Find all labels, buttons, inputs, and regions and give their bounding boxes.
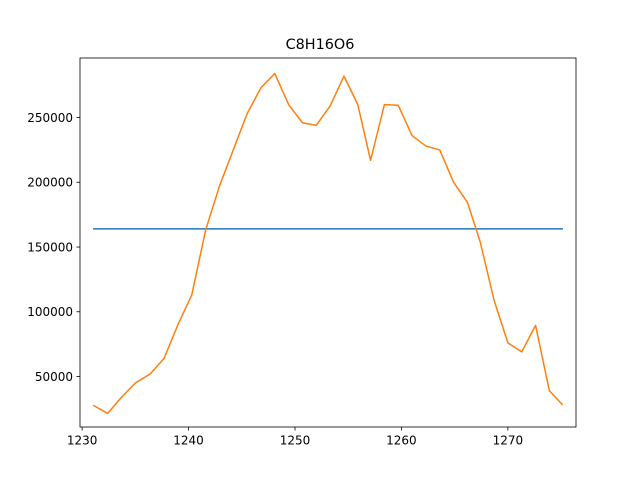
- y-tick-label: 250000: [27, 111, 73, 125]
- x-tick-label: 1230: [67, 434, 98, 448]
- series-line-2: [92, 72, 564, 415]
- y-tick-label: 100000: [27, 305, 73, 319]
- y-tick-label: 50000: [35, 370, 73, 384]
- chart-title: C8H16O6: [286, 37, 355, 53]
- x-tick-label: 1240: [173, 434, 204, 448]
- y-tick-label: 150000: [27, 240, 73, 254]
- x-tick-label: 1260: [386, 434, 417, 448]
- plot-frame: [79, 57, 577, 428]
- axes-layer: 1230 1240 1250 1260 1270 50000 100000 150000 200…: [27, 57, 577, 448]
- x-tick-label: 1250: [280, 434, 311, 448]
- x-tick-label: 1270: [493, 434, 524, 448]
- series-layer: [92, 72, 564, 415]
- y-tick-label: 200000: [27, 176, 73, 190]
